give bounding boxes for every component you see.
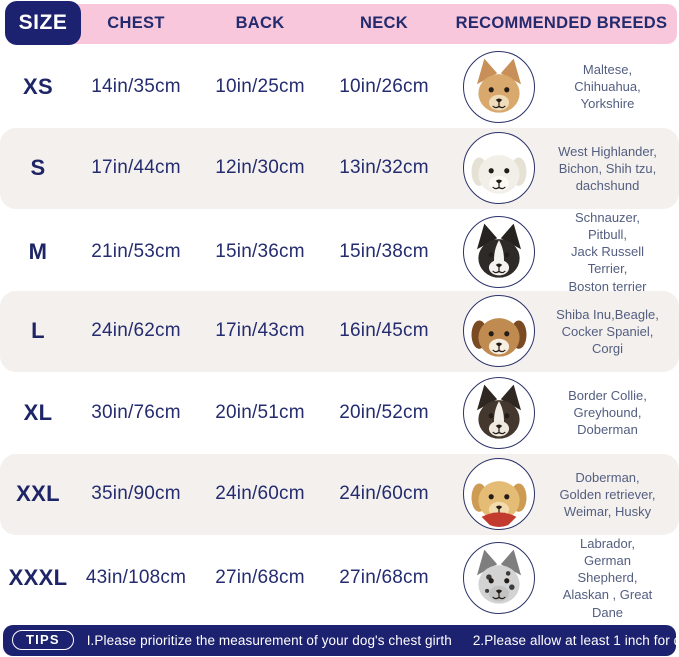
size-label: M (28, 238, 48, 264)
neck-value: 20in/52cm (339, 401, 429, 423)
chest-value: 43in/108cm (85, 566, 187, 588)
chest-value: 17in/44cm (91, 157, 181, 179)
dog-photo-cell (444, 132, 554, 205)
dog-photo-beagle (463, 295, 535, 368)
dog-photo-cell (444, 458, 554, 531)
size-label: XL (23, 399, 53, 425)
dog-photo-cell (444, 376, 554, 449)
dog-photo-great-dane (463, 541, 535, 614)
neck-value: 10in/26cm (339, 75, 429, 97)
table-row-xxxl: XXXL 43in/108cm 27in/68cm 27in/68cm Labr… (0, 535, 679, 620)
column-header-neck: NECK (360, 13, 408, 32)
table-row-xxl: XXL 35in/90cm 24in/60cm 24in/60cm Doberm… (0, 453, 679, 535)
dog-photo-border-collie (463, 376, 535, 449)
header-labels: CHEST BACK NECK RECOMMENDED BREEDS (0, 0, 679, 46)
chest-value: 24in/62cm (91, 320, 181, 342)
back-value: 20in/51cm (215, 401, 305, 423)
back-value: 24in/60cm (215, 483, 305, 505)
table-body: XS 14in/35cm 10in/25cm 10in/26cm Maltese… (0, 46, 679, 620)
column-header-back: BACK (235, 13, 285, 32)
size-label: XXL (16, 481, 60, 507)
back-value: 10in/25cm (215, 75, 305, 97)
dog-photo-cell (444, 215, 554, 288)
chest-value: 30in/76cm (91, 401, 181, 423)
dog-photo-boston-terrier (463, 215, 535, 288)
table-row-xl: XL 30in/76cm 20in/51cm 20in/52cm Border … (0, 372, 679, 454)
dog-photo-golden-retriever (463, 458, 535, 531)
size-label: XXXL (8, 564, 68, 590)
size-label: L (31, 318, 45, 344)
header-pink-band (7, 4, 677, 44)
chest-value: 14in/35cm (91, 75, 181, 97)
neck-value: 24in/60cm (339, 483, 429, 505)
column-header-chest: CHEST (107, 13, 165, 32)
tips-badge: TIPS (12, 630, 74, 650)
size-column-label: SIZE (18, 11, 68, 34)
tip-text-1: I.Please prioritize the measurement of y… (86, 632, 452, 648)
chest-value: 21in/53cm (91, 240, 181, 262)
breed-list: Border Collie, Greyhound, Doberman (568, 388, 647, 438)
breed-list: West Highlander, Bichon, Shih tzu, dachs… (558, 143, 657, 193)
chest-value: 35in/90cm (91, 483, 181, 505)
table-header-row: SIZE CHEST BACK NECK RECOMMENDED BREEDS (0, 0, 679, 46)
breed-list: Maltese, Chihuahua, Yorkshire (574, 62, 641, 112)
neck-value: 15in/38cm (339, 240, 429, 262)
neck-value: 13in/32cm (339, 157, 429, 179)
tips-bar: TIPS I.Please prioritize the measurement… (3, 624, 679, 656)
dog-photo-cell (444, 50, 554, 123)
breed-list: Labrador, German Shepherd, Alaskan , Gre… (562, 536, 653, 620)
table-row-l: L 24in/62cm 17in/43cm 16in/45cm Shiba In… (0, 290, 679, 372)
column-header-recommended-breeds: RECOMMENDED BREEDS (455, 13, 668, 32)
back-value: 15in/36cm (215, 240, 305, 262)
dog-photo-bichon (463, 132, 535, 205)
dog-photo-cell (444, 541, 554, 614)
size-label: S (30, 155, 46, 181)
breed-list: Schnauzer, Pitbull, Jack Russell Terrier… (568, 210, 647, 294)
size-label: XS (23, 73, 53, 99)
table-row-m: M 21in/53cm 15in/36cm 15in/38cm Schnauze… (0, 209, 679, 294)
size-column-badge: SIZE (5, 1, 81, 45)
breed-list: Doberman, Golden retriever, Weimar, Husk… (559, 469, 656, 519)
neck-value: 27in/68cm (339, 566, 429, 588)
back-value: 12in/30cm (215, 157, 305, 179)
back-value: 17in/43cm (215, 320, 305, 342)
dog-photo-chihuahua (463, 50, 535, 123)
back-value: 27in/68cm (215, 566, 305, 588)
table-row-s: S 17in/44cm 12in/30cm 13in/32cm West Hig… (0, 127, 679, 209)
dog-photo-cell (444, 295, 554, 368)
neck-value: 16in/45cm (339, 320, 429, 342)
tip-text-2: 2.Please allow at least 1 inch for dog's… (472, 632, 679, 648)
breed-list: Shiba Inu,Beagle, Cocker Spaniel, Corgi (556, 306, 659, 356)
table-row-xs: XS 14in/35cm 10in/25cm 10in/26cm Maltese… (0, 46, 679, 128)
